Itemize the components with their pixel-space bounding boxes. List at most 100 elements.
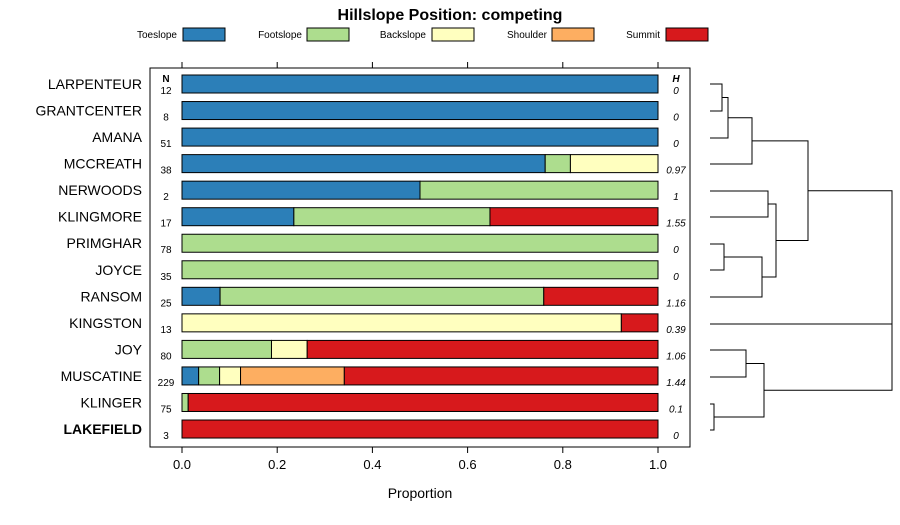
bar-segment [181,101,659,121]
bar-segment [198,366,221,386]
x-tick-label: 0.0 [173,457,191,472]
bar-segment [270,339,308,359]
legend-swatch [665,27,709,42]
row-n-value: 78 [160,245,172,256]
dendrogram-branch [762,203,777,278]
plot-border [149,67,691,448]
row-h-value: 0 [673,431,679,442]
row-label: KINGSTON [69,315,142,331]
legend-label: Toeslope [137,30,177,41]
dendrogram-branch [710,349,747,378]
x-axis: 0.0 0.2 0.4 0.6 0.8 1.0 [173,62,667,472]
row-n-value: 2 [163,192,169,203]
row-n-value: 12 [160,86,172,97]
bar-segment [569,154,659,174]
bar-segment [343,366,659,386]
bar-segment [181,180,421,200]
legend: Toeslope Footslope Backslope Shoulder Summit [137,27,709,42]
row-label: MUSCATINE [61,368,142,384]
row-n-value: 51 [160,139,172,150]
dendrogram-branch [710,97,729,139]
row-h-value: 0.39 [666,325,686,336]
bar-segment [293,207,491,227]
row-n-value: 3 [163,431,169,442]
row-h-value: 0.97 [666,166,686,177]
plot-panel [149,67,691,448]
bar-segment [306,339,659,359]
bar-segment [181,207,295,227]
x-tick-label: 1.0 [649,457,667,472]
row-h-value: 1.16 [666,298,686,309]
row-label: RANSOM [81,288,142,304]
bar-segment [181,74,659,94]
dendrogram-branch [710,190,769,218]
row-n-value: 35 [160,272,172,283]
row-h-value: 1.44 [666,378,686,389]
bar-segment [181,127,659,147]
row-h-value: 1.06 [666,351,686,362]
row-n-value: 25 [160,298,172,309]
legend-swatch [306,27,350,42]
bar-segment [543,286,659,306]
bar-segment [219,366,242,386]
x-axis-label: Proportion [388,485,453,501]
row-label: PRIMGHAR [67,235,142,251]
row-n-value: 80 [160,351,172,362]
row-label: KLINGER [81,394,142,410]
bar-segment [181,392,189,412]
bar-segment [181,339,272,359]
bar-segment [219,286,545,306]
legend-swatch [551,27,595,42]
dendrogram-branch [764,257,893,391]
bar-segment [181,366,200,386]
row-label: LARPENTEUR [48,76,142,92]
row-label: MCCREATH [64,156,142,172]
dendrogram [710,83,893,431]
row-h-value: 0 [673,272,679,283]
dendrogram-branch [710,243,725,271]
x-tick-label: 0.2 [268,457,286,472]
n-column-header: N [162,74,169,85]
bar-segment [544,154,571,174]
row-label: NERWOODS [58,182,142,198]
row-h-value: 1 [673,192,679,203]
dendrogram-branch [710,83,723,112]
row-h-value: 0 [673,86,679,97]
bar-segment [181,154,546,174]
bar-segment [187,392,659,412]
legend-label: Backslope [380,30,427,41]
dendrogram-branch [710,403,715,431]
legend-swatch [182,27,226,42]
bar-segment [489,207,659,227]
h-column-header: H [672,74,680,85]
row-n-value: 38 [160,166,172,177]
row-label: JOYCE [95,262,142,278]
row-h-value: 0 [673,139,679,150]
bar-segment [181,260,659,280]
row-n-value: 8 [163,113,169,124]
row-n-value: 17 [160,219,172,230]
bar-segment [181,286,221,306]
legend-label: Footslope [258,30,302,41]
legend-label: Summit [626,30,660,41]
x-tick-label: 0.6 [459,457,477,472]
legend-label: Shoulder [507,30,548,41]
x-tick-label: 0.4 [363,457,381,472]
bar-segment [620,313,659,333]
row-h-value: 0 [673,113,679,124]
dendrogram-branch [710,256,763,298]
row-h-value: 0 [673,245,679,256]
row-n-value: 229 [158,378,175,389]
x-tick-label: 0.8 [554,457,572,472]
bar-segment [181,313,622,333]
bar-segment [240,366,345,386]
dendrogram-branch [710,117,753,165]
row-h-value: 0.1 [669,404,683,415]
bar-segment [181,419,659,439]
row-h-value: 1.55 [666,219,686,230]
row-n-value: 13 [160,325,172,336]
bar-segment [181,233,659,253]
